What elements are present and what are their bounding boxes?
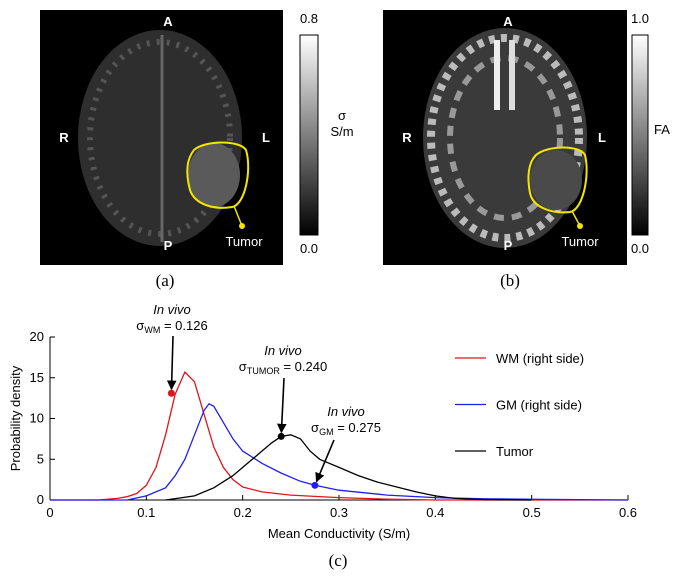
colorbar-min: 0.0: [300, 241, 318, 256]
x-tick-label: 0: [46, 505, 53, 520]
tumor-label: Tumor: [225, 234, 263, 249]
annotation-label: In vivo: [153, 302, 191, 317]
orientation-label: P: [504, 238, 513, 253]
y-tick-label: 20: [30, 329, 44, 344]
annotation-arrow: [281, 378, 284, 432]
annotation-arrow: [171, 336, 173, 389]
orientation-label: R: [402, 130, 412, 145]
conductivity-image: A R L P Tumor: [40, 10, 283, 265]
orientation-label: P: [164, 238, 173, 253]
colorbar-label: σ: [338, 108, 346, 123]
annotation-part: = 0.126: [160, 318, 207, 333]
orientation-label: A: [503, 14, 513, 29]
x-tick-label: 0.1: [137, 505, 155, 520]
orientation-label: R: [59, 130, 69, 145]
x-axis-label: Mean Conductivity (S/m): [268, 526, 410, 541]
annotation-part: σ: [311, 420, 319, 435]
annotation-part: = 0.240: [280, 359, 327, 374]
annotation-part: σ: [239, 359, 247, 374]
x-tick-label: 0.5: [523, 505, 541, 520]
colorbar-min: 0.0: [631, 241, 649, 256]
annotation-value: σTUMOR = 0.240: [239, 359, 327, 376]
x-tick-label: 0.4: [426, 505, 444, 520]
orientation-label: A: [163, 14, 173, 29]
series-line: [50, 372, 628, 500]
x-tick-label: 0.2: [234, 505, 252, 520]
legend-label: GM (right side): [496, 398, 582, 413]
annotation-value: σWM = 0.126: [136, 318, 207, 335]
y-tick-label: 5: [37, 451, 44, 466]
colorbar-unit: S/m: [330, 124, 353, 139]
fa-image: A R L P Tumor: [383, 10, 627, 265]
annotation-part: = 0.275: [334, 420, 381, 435]
colorbar: [632, 35, 648, 235]
colorbar-max: 0.8: [300, 11, 318, 26]
annotation-point: [168, 390, 175, 397]
annotation-label: In vivo: [264, 343, 302, 358]
y-axis-label: Probability density: [8, 365, 23, 471]
annotation-point: [278, 433, 285, 440]
colorbar-max: 1.0: [631, 11, 649, 26]
colorbar: [300, 35, 318, 235]
annotation-label: In vivo: [327, 404, 365, 419]
annotation-part: GM: [319, 427, 334, 437]
annotation-part: WM: [144, 325, 160, 335]
colorbar-label: FA: [654, 122, 670, 137]
figure: A R L P Tumor 0.8 0.0 σ S/m (a) A R L P …: [0, 0, 673, 574]
panel-tag: (c): [329, 551, 348, 570]
y-tick-label: 0: [37, 492, 44, 507]
y-tick-label: 15: [30, 370, 44, 385]
y-tick-label: 10: [30, 411, 44, 426]
orientation-label: L: [598, 130, 606, 145]
annotation-value: σGM = 0.275: [311, 420, 381, 437]
orientation-label: L: [262, 130, 270, 145]
tumor-label: Tumor: [561, 234, 599, 249]
x-tick-label: 0.6: [619, 505, 637, 520]
panel-tag: (a): [156, 271, 175, 290]
legend-label: Tumor: [496, 444, 534, 459]
legend-label: WM (right side): [496, 351, 584, 366]
annotation-part: σ: [136, 318, 144, 333]
annotation-part: TUMOR: [247, 366, 280, 376]
annotation-arrow: [316, 440, 334, 482]
density-chart: 0 5 10 15 20 0 0.1 0.2 0.3 0.4 0.5 0.6 Mean Conducti…: [8, 302, 637, 570]
annotation-point: [311, 482, 318, 489]
panel-tag: (b): [500, 271, 520, 290]
x-tick-label: 0.3: [330, 505, 348, 520]
series-line: [166, 435, 532, 500]
